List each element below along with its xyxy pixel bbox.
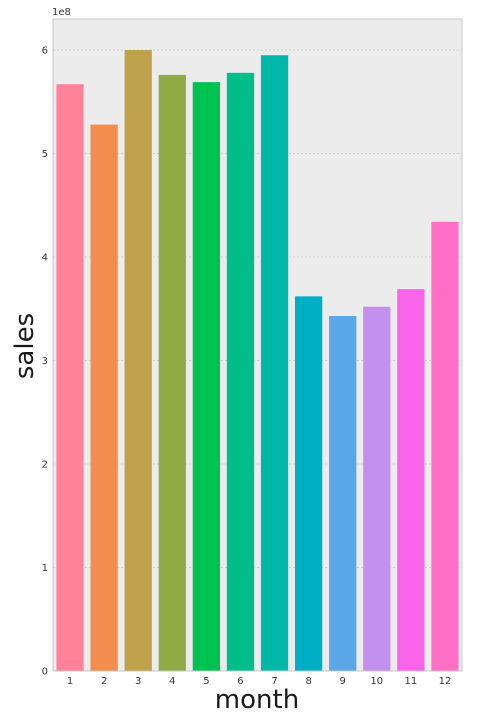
x-tick-label: 8 (305, 676, 311, 687)
x-tick-label: 10 (370, 676, 383, 687)
plot-frame (52, 18, 463, 672)
x-tick-label: 2 (101, 676, 107, 687)
bar-month-11 (397, 289, 425, 671)
x-axis-title: month (215, 685, 299, 714)
x-tick-label: 3 (135, 676, 141, 687)
bar-month-8 (294, 296, 323, 671)
bar-month-7 (260, 55, 289, 671)
x-tick-label: 9 (340, 676, 346, 687)
bar-month-5 (192, 82, 221, 672)
bar-month-2 (90, 124, 118, 672)
bar-month-3 (124, 50, 152, 672)
y-tick-label: 4 (42, 253, 48, 264)
x-tick-label: 7 (271, 676, 277, 687)
bar-month-10 (363, 306, 391, 671)
x-tick-label: 5 (203, 676, 209, 687)
x-tick-label: 6 (237, 676, 243, 687)
y-tick-label: 2 (42, 460, 48, 471)
bar-month-1 (56, 84, 84, 671)
x-tick-label: 11 (405, 676, 418, 687)
x-tick-label: 1 (67, 676, 73, 687)
bar-month-9 (329, 316, 357, 671)
y-tick-label: 5 (42, 149, 48, 160)
x-tick-label: 12 (439, 676, 452, 687)
y-tick-label: 6 (42, 46, 48, 57)
bar-month-12 (431, 221, 459, 671)
y-axis-ticks: 0 1 2 3 4 5 6 (42, 46, 48, 678)
y-axis-title: sales (10, 313, 40, 379)
bar-month-6 (226, 72, 255, 672)
y-axis-offset-label: 1e8 (52, 7, 71, 18)
y-tick-label: 0 (42, 667, 48, 678)
plot-area (53, 19, 462, 671)
y-tick-label: 3 (42, 356, 48, 367)
bars (56, 50, 459, 672)
x-tick-label: 4 (169, 676, 175, 687)
bar-month-4 (158, 74, 186, 671)
y-tick-label: 1 (42, 563, 48, 574)
x-axis-ticks: 1 2 3 4 5 6 7 8 9 10 11 12 (67, 676, 451, 687)
